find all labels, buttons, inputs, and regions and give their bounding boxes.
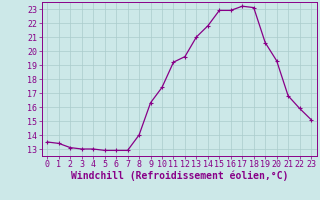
X-axis label: Windchill (Refroidissement éolien,°C): Windchill (Refroidissement éolien,°C) <box>70 171 288 181</box>
